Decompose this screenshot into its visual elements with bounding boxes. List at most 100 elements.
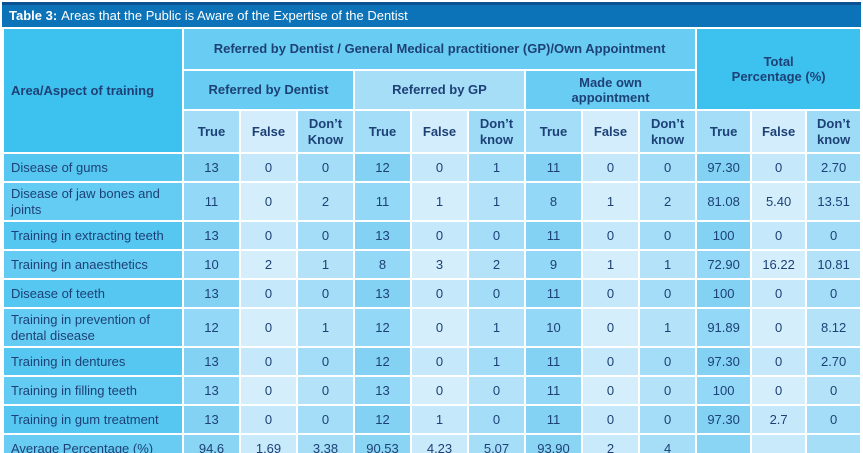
data-cell: 11 <box>526 222 581 249</box>
data-cell: 1 <box>469 348 524 375</box>
data-cell: 0 <box>752 154 806 181</box>
data-cell: 0 <box>640 154 696 181</box>
row-label: Disease of gums <box>4 154 182 181</box>
row-label: Training in gum treatment <box>4 406 182 433</box>
data-cell: 2 <box>640 183 696 220</box>
col-header-false: False <box>752 111 806 152</box>
data-cell: 2 <box>298 183 353 220</box>
data-cell: 0 <box>469 406 524 433</box>
col-header-true: True <box>355 111 410 152</box>
col-header-false: False <box>583 111 638 152</box>
data-cell: 11 <box>526 377 581 404</box>
data-cell: 13 <box>355 222 410 249</box>
data-cell: 0 <box>412 377 467 404</box>
data-cell: 0 <box>298 222 353 249</box>
subgroup-header-referred-by-gp: Referred by GP <box>355 71 524 109</box>
data-cell: 0 <box>412 309 467 346</box>
row-label: Training in dentures <box>4 348 182 375</box>
data-cell: 13 <box>184 222 239 249</box>
data-cell: 10 <box>526 309 581 346</box>
data-cell: 0 <box>412 280 467 307</box>
data-cell: 11 <box>526 280 581 307</box>
data-cell: 2.70 <box>807 348 861 375</box>
data-cell: 13 <box>184 348 239 375</box>
row-label: Disease of teeth <box>4 280 182 307</box>
data-cell: 0 <box>807 377 861 404</box>
data-cell: 0 <box>583 377 638 404</box>
data-cell: 13 <box>184 280 239 307</box>
data-cell: 0 <box>469 280 524 307</box>
data-cell: 1 <box>298 309 353 346</box>
data-cell: 9 <box>526 251 581 278</box>
data-cell: 1 <box>469 154 524 181</box>
col-header-true: True <box>697 111 751 152</box>
dentist-expertise-awareness-table: Area/Aspect of training Referred by Dent… <box>2 27 862 453</box>
data-cell: 0 <box>412 222 467 249</box>
col-header-dont-know: Don’t Know <box>298 111 353 152</box>
data-cell: 0 <box>583 309 638 346</box>
data-cell <box>697 435 751 453</box>
subgroup-header-made-own-appointment: Made own appointment <box>526 71 696 109</box>
data-cell: 0 <box>298 377 353 404</box>
data-cell: 11 <box>526 154 581 181</box>
col-header-dont-know: Don’t know <box>640 111 696 152</box>
data-cell: 1 <box>640 251 696 278</box>
data-cell: 91.89 <box>697 309 751 346</box>
data-cell: 0 <box>583 406 638 433</box>
data-cell: 97.30 <box>697 406 751 433</box>
data-cell: 93.90 <box>526 435 581 453</box>
data-cell: 2.70 <box>807 154 861 181</box>
subgroup-header-made-own-appointment-text: Made own appointment <box>571 74 650 105</box>
data-cell: 0 <box>752 377 806 404</box>
row-label: Training in prevention of dental disease <box>4 309 182 346</box>
data-cell: 0 <box>583 154 638 181</box>
table-caption: Areas that the Public is Aware of the Ex… <box>61 8 408 23</box>
total-percentage-header: Total Percentage (%) <box>697 29 861 109</box>
data-cell: 1 <box>412 183 467 220</box>
data-cell <box>752 435 806 453</box>
data-cell: 12 <box>355 348 410 375</box>
data-cell: 5.07 <box>469 435 524 453</box>
data-cell: 1 <box>640 309 696 346</box>
data-cell: 0 <box>241 309 296 346</box>
data-cell: 0 <box>298 406 353 433</box>
data-cell: 0 <box>752 348 806 375</box>
data-cell: 97.30 <box>697 154 751 181</box>
data-cell: 97.30 <box>697 348 751 375</box>
data-cell: 1.69 <box>241 435 296 453</box>
data-cell: 0 <box>241 377 296 404</box>
data-cell: 1 <box>469 183 524 220</box>
summary-row-label: Average Percentage (%) <box>4 435 182 453</box>
data-cell: 0 <box>640 280 696 307</box>
col-header-false: False <box>412 111 467 152</box>
data-cell: 8 <box>526 183 581 220</box>
data-cell: 0 <box>752 280 806 307</box>
data-cell: 0 <box>640 348 696 375</box>
data-cell: 13 <box>355 377 410 404</box>
data-cell: 94.6 <box>184 435 239 453</box>
data-cell: 11 <box>526 348 581 375</box>
data-cell: 13.51 <box>807 183 861 220</box>
data-cell: 0 <box>412 154 467 181</box>
data-cell: 72.90 <box>697 251 751 278</box>
data-cell: 0 <box>241 183 296 220</box>
data-cell: 0 <box>412 348 467 375</box>
data-cell: 0 <box>298 348 353 375</box>
data-cell: 2 <box>469 251 524 278</box>
data-cell: 1 <box>583 183 638 220</box>
data-cell: 0 <box>241 348 296 375</box>
data-cell: 12 <box>184 309 239 346</box>
data-cell: 11 <box>184 183 239 220</box>
data-cell: 0 <box>298 154 353 181</box>
data-cell: 12 <box>355 309 410 346</box>
col-header-false: False <box>241 111 296 152</box>
row-label: Training in extracting teeth <box>4 222 182 249</box>
data-cell <box>807 435 861 453</box>
data-cell: 0 <box>583 348 638 375</box>
data-cell: 11 <box>526 406 581 433</box>
data-cell: 11 <box>355 183 410 220</box>
row-label: Training in filling teeth <box>4 377 182 404</box>
data-cell: 0 <box>752 222 806 249</box>
col-header-dont-know: Don’t know <box>469 111 524 152</box>
